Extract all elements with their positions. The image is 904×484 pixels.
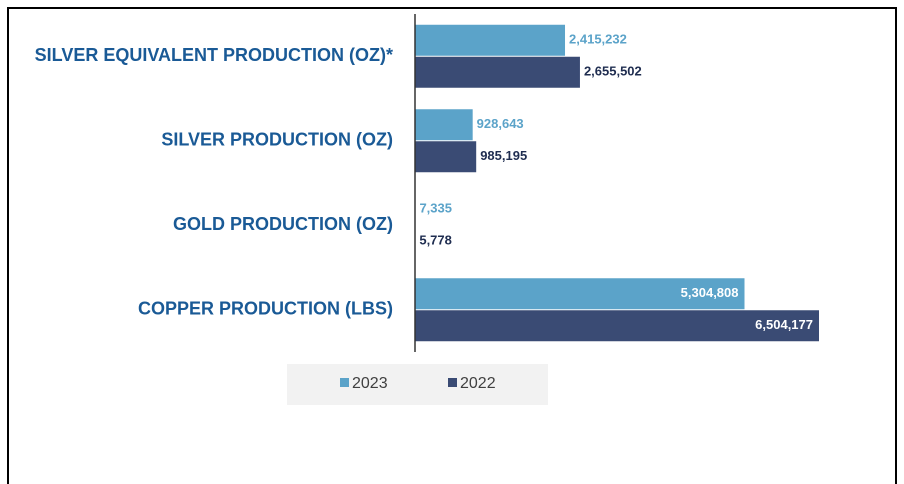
value-label: 928,643 [477, 116, 524, 131]
value-label: 5,304,808 [681, 285, 739, 300]
legend-swatch [448, 378, 457, 387]
category-label: COPPER PRODUCTION (LBS) [138, 299, 393, 319]
category-label: SILVER PRODUCTION (OZ) [161, 130, 393, 150]
frame [7, 7, 897, 484]
legend-box [287, 364, 548, 405]
bar [415, 24, 566, 56]
category-label: GOLD PRODUCTION (OZ) [173, 214, 393, 234]
bar [415, 141, 477, 173]
category-label: SILVER EQUIVALENT PRODUCTION (OZ)* [35, 45, 393, 65]
value-label: 985,195 [480, 148, 527, 163]
legend-label: 2022 [460, 375, 496, 392]
bar [415, 109, 473, 141]
value-label: 6,504,177 [755, 317, 813, 332]
legend-label: 2023 [352, 375, 388, 392]
value-label: 5,778 [419, 233, 452, 248]
value-label: 2,415,232 [569, 32, 627, 47]
bar [415, 56, 580, 88]
value-label: 2,655,502 [584, 64, 642, 79]
legend-swatch [340, 378, 349, 387]
value-label: 7,335 [419, 201, 452, 216]
bar [415, 278, 745, 310]
bar [415, 310, 819, 342]
